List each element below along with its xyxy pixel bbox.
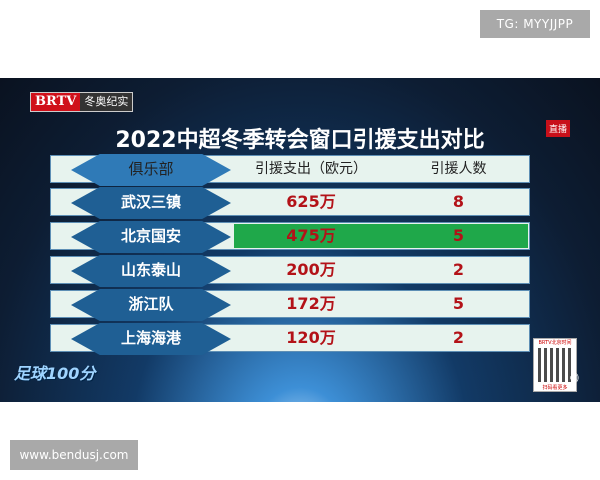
channel-logo: BRTV 冬奥纪实 bbox=[30, 92, 134, 112]
signing-count: 5 bbox=[452, 226, 465, 245]
arrow-shape bbox=[71, 221, 231, 253]
signing-count: 8 bbox=[452, 192, 465, 211]
watermark-top: TG: MYYJJPP bbox=[480, 10, 590, 38]
qr-label: BRTV北京时间 bbox=[538, 340, 572, 346]
table-row: 北京国安 475万 5 bbox=[50, 221, 530, 253]
spend-value: 172万 bbox=[286, 294, 336, 313]
arrow-shape bbox=[71, 187, 231, 219]
arrow-shape bbox=[71, 154, 231, 186]
watermark-site: www.bendusj.com bbox=[10, 440, 138, 470]
arrow-shape bbox=[71, 323, 231, 355]
table-row: 浙江队 172万 5 bbox=[50, 289, 530, 321]
table-header: 俱乐部 引援支出（欧元） 引援人数 bbox=[50, 154, 530, 186]
spend-value: 625万 bbox=[286, 192, 336, 211]
channel-name: 冬奥纪实 bbox=[80, 93, 133, 111]
row-highlight bbox=[234, 224, 528, 248]
arrow-shape bbox=[71, 289, 231, 321]
qr-code: BRTV北京时间 扫码看更多 bbox=[533, 338, 577, 392]
club-name: 北京国安 bbox=[120, 227, 181, 245]
header-club: 俱乐部 bbox=[128, 160, 174, 178]
tv-frame: BRTV 冬奥纪实 2022中超冬季转会窗口引援支出对比 直播 俱乐部 引援支出… bbox=[0, 78, 600, 402]
arrow-shape bbox=[71, 255, 231, 287]
club-name: 山东泰山 bbox=[120, 261, 181, 279]
speaker-icon[interactable]: 🔊︎ bbox=[570, 370, 579, 386]
club-name: 武汉三镇 bbox=[120, 193, 181, 211]
table-row: 武汉三镇 625万 8 bbox=[50, 187, 530, 219]
table-row: 上海海港 120万 2 bbox=[50, 323, 530, 355]
qr-pattern bbox=[538, 348, 572, 382]
header-spend: 引援支出（欧元） bbox=[255, 161, 367, 177]
header-count: 引援人数 bbox=[430, 161, 487, 177]
qr-caption: 扫码看更多 bbox=[542, 385, 568, 391]
club-name: 上海海港 bbox=[120, 329, 181, 347]
club-name: 浙江队 bbox=[128, 295, 174, 313]
brtv-logo: BRTV bbox=[31, 93, 81, 111]
signing-count: 2 bbox=[452, 260, 465, 279]
spend-value: 475万 bbox=[286, 226, 336, 245]
signing-count: 5 bbox=[452, 294, 465, 313]
signing-count: 2 bbox=[452, 328, 465, 347]
table-row: 山东泰山 200万 2 bbox=[50, 255, 530, 287]
spend-value: 200万 bbox=[286, 260, 336, 279]
live-badge: 直播 bbox=[546, 120, 571, 137]
table-title: 2022中超冬季转会窗口引援支出对比 bbox=[115, 128, 485, 153]
spend-value: 120万 bbox=[286, 328, 336, 347]
show-logo: 足球100分 bbox=[14, 364, 96, 383]
